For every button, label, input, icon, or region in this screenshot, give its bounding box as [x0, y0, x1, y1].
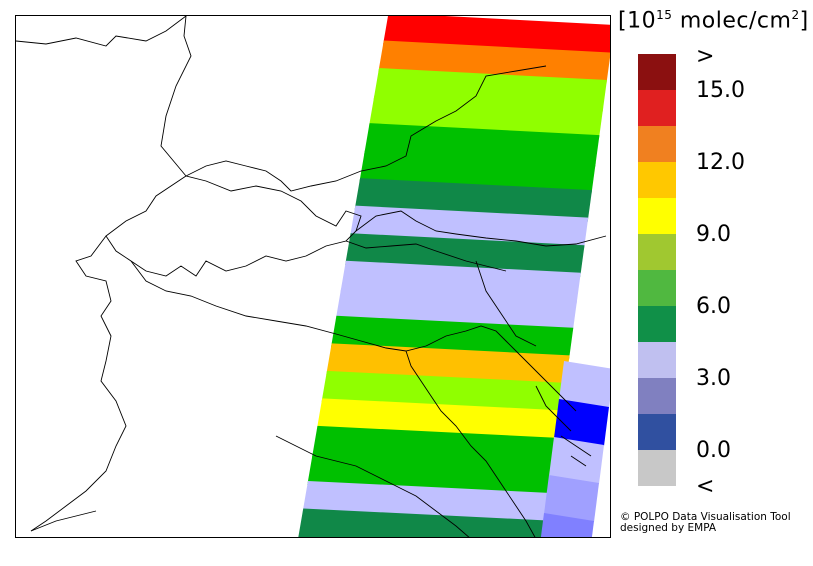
unit-label: [1015 molec/cm2]: [618, 8, 809, 34]
legend-swatch: [638, 414, 676, 450]
legend-swatch: [638, 198, 676, 234]
legend-label: >: [696, 44, 715, 69]
legend-swatch: [638, 378, 676, 414]
satellite-swath: [298, 16, 610, 537]
legend-label: 9.0: [696, 222, 731, 247]
coastline-liguria: [30, 510, 97, 532]
swath-right-patch: [540, 361, 610, 537]
legend-label: 6.0: [696, 294, 731, 319]
coastline-apennines: [275, 435, 470, 537]
credit-line-2: designed by EMPA: [620, 522, 717, 534]
border-france-north: [16, 16, 187, 47]
swath-patch-cell: [544, 475, 599, 522]
swath-patch-cell: [559, 361, 610, 408]
legend-swatch: [638, 450, 676, 486]
border-switzerland: [105, 175, 362, 277]
legend-label: 15.0: [696, 78, 745, 103]
border-france-germany: [160, 16, 547, 192]
border-italy-austria: [345, 240, 507, 272]
legend-label: <: [696, 474, 715, 499]
legend-swatch: [638, 54, 676, 90]
swath-patch-cell: [554, 399, 609, 446]
coastline-istria: [425, 325, 577, 412]
border-italy-north: [130, 260, 427, 352]
credit-text: © POLPO Data Visualisation Tool designed…: [620, 512, 791, 534]
legend-swatch: [638, 306, 676, 342]
legend-swatch: [638, 90, 676, 126]
swath-band: [298, 508, 548, 537]
coastline-adriatic: [405, 350, 536, 537]
border-slovenia: [475, 260, 537, 347]
swath-patch-cell: [549, 437, 604, 484]
legend-swatch: [638, 126, 676, 162]
color-legend: [638, 54, 676, 486]
coastline-croatia-islands: [535, 385, 592, 467]
border-austria: [355, 210, 607, 247]
legend-swatch: [638, 234, 676, 270]
border-france-italy: [30, 235, 127, 532]
legend-label: 12.0: [696, 150, 745, 175]
legend-swatch: [638, 162, 676, 198]
swath-patch-cell: [540, 513, 594, 537]
map-canvas: [16, 16, 610, 537]
map-panel: [15, 15, 611, 538]
legend-swatch: [638, 270, 676, 306]
country-borders: [16, 16, 607, 537]
legend-label: 0.0: [696, 438, 731, 463]
legend-swatch: [638, 342, 676, 378]
credit-line-1: © POLPO Data Visualisation Tool: [620, 511, 791, 523]
legend-label: 3.0: [696, 366, 731, 391]
